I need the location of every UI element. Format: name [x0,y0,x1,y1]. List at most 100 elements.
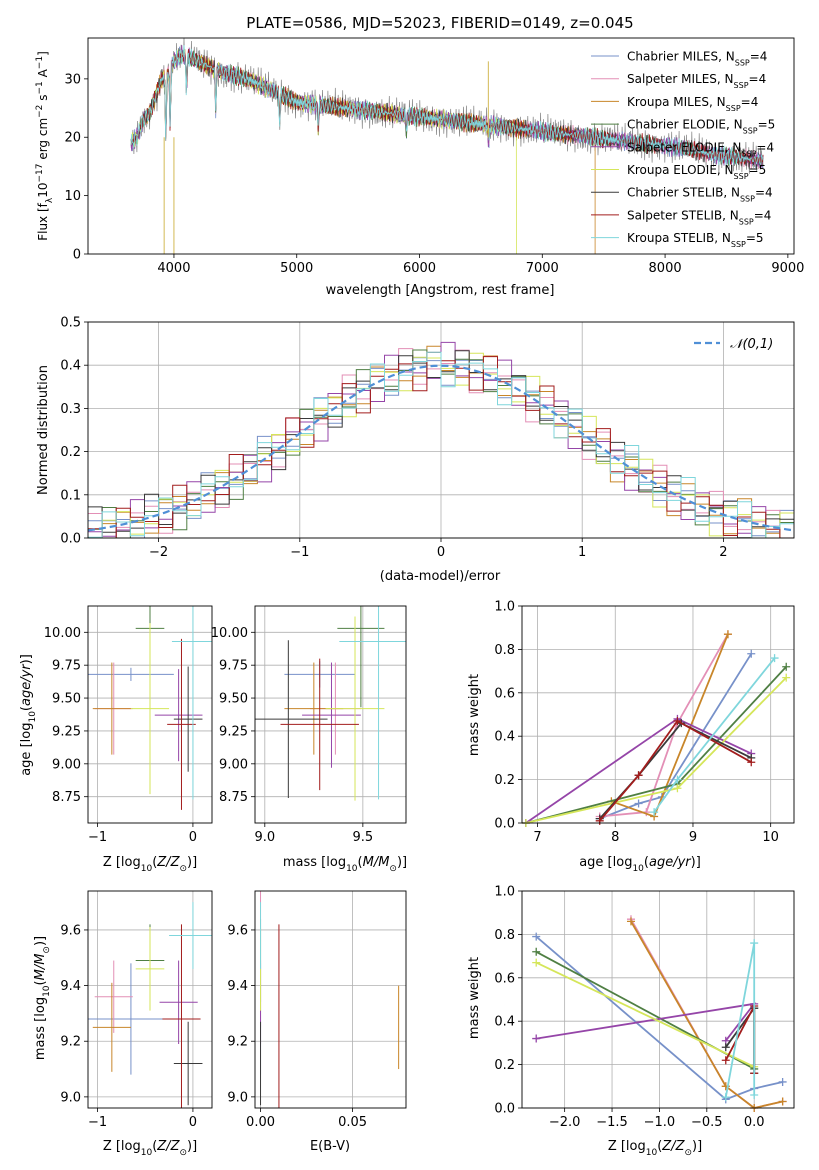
weight-marker-6 [721,1043,730,1052]
y-tick-label: 0.5 [60,316,81,331]
legend-sub: SSP [739,217,754,226]
x-tick-label: 7000 [526,261,559,276]
y-tick-label: 0.0 [494,1102,515,1117]
y-tick-label: 20 [64,131,81,146]
legend-entry-gauss: 𝒩(0,1) [730,337,773,352]
plot-frame [87,605,213,824]
weight-line-2 [630,920,783,1109]
legend-sub: SSP [734,81,749,90]
plot-frame [254,605,407,824]
plot-frame [254,890,407,1109]
y-tick-label: 1.0 [494,600,515,615]
weight-marker-7 [747,758,756,767]
legend-name: Chabrier ELODIE, N [627,118,743,132]
y-tick-label: 0.2 [60,445,81,460]
plot-frame [87,37,795,255]
wZ-ylabel: mass weight [467,957,482,1039]
y-tick-label: 0.3 [60,402,81,417]
legend-sub: SSP [741,149,756,158]
weight-marker-0 [747,649,756,658]
weight-marker-8 [750,939,759,948]
x-tick-label: 4000 [157,261,190,276]
weight-marker-2 [778,1097,787,1106]
weight-marker-7 [634,771,643,780]
x-tick-label: 8000 [649,261,682,276]
spectrum-ylabel: Flux [fλ10−17 erg cm−2 s−1 A−1] [35,51,55,241]
y-tick-label: 0.2 [494,1058,515,1073]
legend-value: =5 [758,118,776,132]
legend-name: Chabrier MILES, N [627,50,735,64]
x-tick-label: 0.0 [744,1115,765,1130]
x-tick-label: 0.05 [338,1115,367,1130]
x-tick-label: 0 [437,545,445,560]
x-tick-label: 9 [689,830,697,845]
y-tick-label: 0.0 [60,532,81,547]
weight-marker-7 [595,816,604,825]
y-tick-label: 9.2 [227,1035,248,1050]
weight-marker-2 [723,630,732,639]
y-tick-label: 9.00 [52,757,81,772]
plot-frame [87,321,795,539]
weight-marker-8 [770,654,779,663]
legend-value: =4 [754,208,772,222]
y-tick-label: 8.75 [52,790,81,805]
y-tick-label: 0.4 [60,359,81,374]
x-tick-label: −1 [290,545,309,560]
x-tick-label: −1.5 [596,1115,628,1130]
figure-title: PLATE=0586, MJD=52023, FIBERID=0149, z=0… [246,14,633,32]
legend-sub: SSP [726,103,741,112]
y-tick-label: 30 [64,72,81,87]
legend-sub: SSP [734,172,749,181]
plot-background [522,606,794,823]
y-tick-label: 10.00 [44,626,81,641]
x-tick-label: 10 [762,830,779,845]
residual-plot [88,341,794,538]
y-tick-label: 8.75 [219,790,248,805]
legend-name: Kroupa STELIB, N [627,231,731,245]
legend-entry-6: Chabrier STELIB, NSSP=4 [627,186,773,204]
y-tick-label: 0.1 [60,488,81,503]
wAge-ylabel: mass weight [467,674,482,756]
y-tick-label: 10.00 [211,626,248,641]
legend-sub: SSP [731,240,746,249]
y-tick-label: 9.2 [60,1035,81,1050]
massZ-ylabel: mass [log10(M/M⊙)] [33,936,52,1060]
x-tick-label: −1.0 [644,1115,676,1130]
y-tick-label: 9.75 [219,659,248,674]
gaussian-line [88,364,794,532]
weight-marker-4 [532,1034,541,1043]
weight-marker-8 [650,808,659,817]
legend-value: =4 [756,140,774,154]
y-tick-label: 1.0 [494,885,515,900]
legend-value: =5 [746,231,764,245]
weight-marker-8 [721,1093,730,1102]
y-tick-label: 9.50 [219,692,248,707]
legend-name: Salpeter STELIB, N [627,208,739,222]
y-tick-label: 0.8 [494,928,515,943]
x-tick-label: 0.00 [246,1115,275,1130]
plot-frame [521,605,795,824]
weight-marker-3 [532,947,541,956]
x-tick-label: 1 [578,545,586,560]
y-tick-label: 0.0 [494,817,515,832]
x-tick-label: 0 [189,830,197,845]
legend-sub: SSP [740,194,755,203]
y-tick-label: 9.75 [52,659,81,674]
y-tick-label: 9.25 [52,724,81,739]
legend-entry-7: Salpeter STELIB, NSSP=4 [627,208,771,226]
x-tick-label: −0.5 [691,1115,723,1130]
x-tick-label: −1 [88,1115,107,1130]
ageM-xlabel: mass [log10(M/M⊙)] [283,855,407,874]
plot-background [522,891,794,1108]
weight-marker-5 [673,784,682,793]
spectrum-plot [130,38,764,254]
legend-value: =4 [741,95,759,109]
legend-entry-1: Salpeter MILES, NSSP=4 [627,72,766,90]
y-tick-label: 0.4 [494,1015,515,1030]
x-tick-label: 9.5 [353,830,374,845]
weight-vs-age-panel: 7 8 9 10 0.0 0.2 0.4 0.6 0.8 1.0 [494,600,795,845]
legend-sub: SSP [743,126,758,135]
weight-vs-Z-panel: −2.0 −1.5 −1.0 −0.5 0.0 0.0 0.2 0.4 0.6 0.8 1.0 [494,885,795,1130]
plot-background [255,891,406,1108]
